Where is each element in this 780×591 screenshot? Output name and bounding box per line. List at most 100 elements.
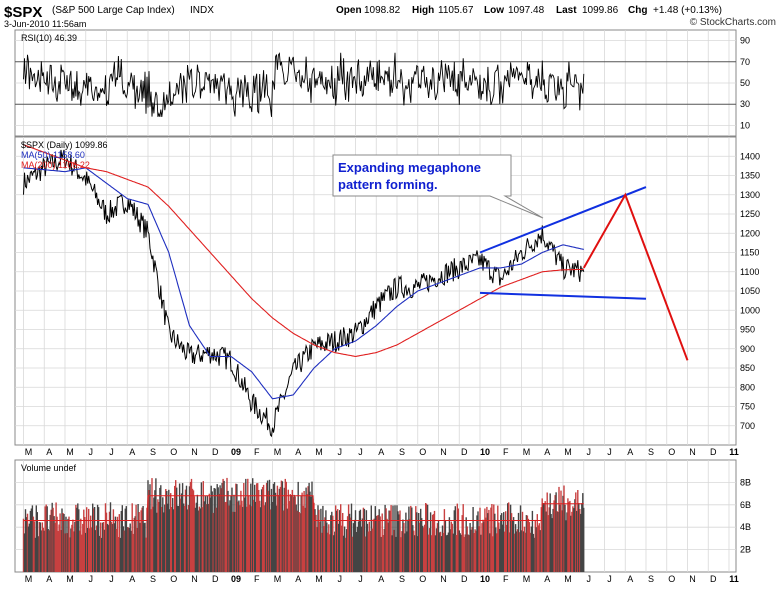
volume-bar: [318, 509, 320, 572]
volume-bar: [27, 526, 30, 572]
volume-bar: [562, 495, 564, 572]
volume-bar: [55, 502, 57, 572]
volume-bar: [84, 517, 86, 572]
volume-bar: [543, 503, 545, 572]
volume-bar: [433, 510, 436, 572]
volume-bar: [76, 507, 78, 572]
volume-bar: [276, 485, 279, 572]
volume-bar: [25, 517, 28, 572]
volume-bar: [525, 515, 528, 572]
volume-bar: [34, 537, 37, 572]
high-label: High: [412, 5, 434, 16]
volume-bar: [491, 504, 493, 572]
volume-bar: [238, 500, 240, 572]
volume-bar: [504, 531, 506, 572]
volume-bar: [465, 517, 467, 572]
volume-bar: [551, 518, 553, 572]
month-tick-label: A: [46, 447, 52, 457]
volume-bar: [482, 519, 484, 572]
volume-bar: [102, 522, 105, 572]
volume-bar: [241, 500, 243, 572]
volume-bar: [416, 512, 418, 572]
volume-bar: [259, 507, 262, 572]
volume-bar: [456, 503, 458, 572]
volume-bar: [316, 527, 318, 572]
price-tick-label: 700: [740, 421, 755, 431]
month-tick-label: A: [378, 574, 384, 584]
volume-bar: [286, 508, 288, 572]
volume-bar: [294, 496, 296, 572]
volume-bar: [418, 513, 420, 572]
volume-bar: [246, 506, 248, 572]
month-tick-label: J: [109, 574, 114, 584]
month-tick-label: F: [503, 447, 509, 457]
month-tick-label: J: [89, 447, 94, 457]
volume-bar: [498, 522, 500, 572]
volume-bar: [186, 509, 189, 572]
volume-bar: [254, 484, 256, 572]
month-tick-label: A: [544, 574, 550, 584]
volume-bar: [117, 537, 120, 572]
month-tick-label: O: [419, 447, 426, 457]
volume-bar: [557, 512, 559, 572]
volume-bar: [567, 498, 569, 572]
volume-bar: [228, 505, 230, 572]
volume-bar: [112, 509, 115, 572]
volume-bar: [532, 533, 535, 572]
volume-bar: [110, 521, 113, 572]
volume-bar: [205, 504, 207, 572]
volume-bar: [23, 533, 26, 572]
volume-bar: [462, 504, 464, 572]
volume-bar: [24, 509, 27, 572]
volume-bar: [185, 485, 188, 572]
volume-bar: [445, 535, 448, 572]
volume-tick-label: 8B: [740, 477, 751, 487]
low-label: Low: [484, 5, 504, 16]
volume-bar: [77, 503, 79, 572]
volume-bar: [48, 530, 50, 572]
volume-bar: [92, 503, 94, 572]
volume-bar: [487, 513, 489, 572]
volume-bar: [53, 516, 55, 572]
volume-bar: [390, 505, 392, 572]
volume-bar: [162, 497, 164, 572]
volume-bar: [81, 534, 83, 572]
volume-bar: [581, 503, 583, 572]
volume-bar: [211, 491, 213, 572]
rsi-tick-label: 10: [740, 120, 750, 130]
price-tick-label: 900: [740, 344, 755, 354]
volume-bar: [520, 530, 523, 572]
volume-bar: [319, 521, 321, 572]
volume-bar: [386, 518, 388, 572]
volume-bar: [195, 502, 198, 572]
volume-tick-label: 6B: [740, 500, 751, 510]
volume-bar: [471, 527, 473, 572]
volume-bar: [260, 489, 263, 572]
volume-bar: [222, 478, 224, 572]
volume-bar: [121, 505, 123, 572]
price-legend: $SPX (Daily) 1099.86: [21, 140, 108, 150]
volume-bar: [43, 530, 45, 572]
volume-bar: [346, 516, 349, 572]
volume-bar: [90, 515, 92, 572]
volume-bar: [32, 516, 35, 572]
volume-bar: [285, 481, 287, 572]
volume-bar: [523, 526, 526, 572]
volume-bar: [74, 521, 76, 572]
volume-bar: [333, 535, 335, 572]
volume-bar: [476, 515, 478, 572]
volume-bar: [225, 501, 227, 572]
volume-bar: [368, 521, 370, 572]
volume-bar: [438, 532, 441, 572]
volume-bar: [22, 518, 25, 572]
volume-bar: [410, 505, 412, 572]
volume-bar: [561, 510, 563, 572]
month-tick-label: A: [129, 447, 135, 457]
volume-bar: [310, 496, 312, 572]
volume-bar: [563, 485, 565, 572]
volume-bar: [93, 508, 95, 572]
volume-bar: [468, 535, 470, 572]
volume-bar: [505, 511, 507, 572]
price-series: [23, 144, 689, 438]
volume-bar: [153, 497, 155, 572]
